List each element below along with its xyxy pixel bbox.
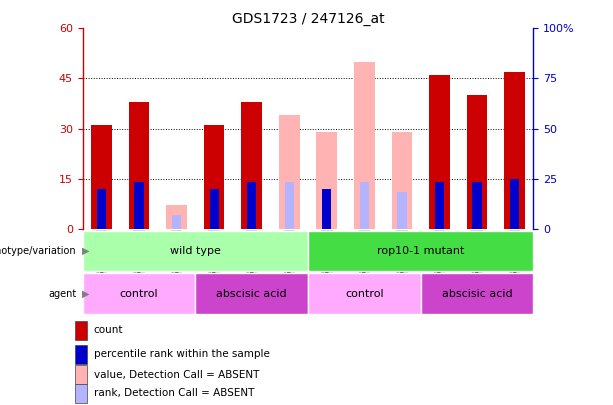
Bar bbox=[75, 365, 86, 384]
Bar bbox=[75, 321, 86, 340]
Title: GDS1723 / 247126_at: GDS1723 / 247126_at bbox=[232, 12, 384, 26]
Bar bbox=[129, 102, 150, 229]
Bar bbox=[322, 189, 332, 229]
Bar bbox=[83, 231, 308, 271]
Bar bbox=[308, 273, 421, 314]
Text: abscisic acid: abscisic acid bbox=[216, 289, 287, 298]
Bar bbox=[279, 115, 300, 229]
Bar bbox=[392, 132, 412, 229]
Text: ▶: ▶ bbox=[82, 289, 89, 298]
Bar bbox=[473, 182, 482, 229]
Bar bbox=[134, 182, 143, 229]
Bar bbox=[91, 125, 112, 229]
Bar bbox=[429, 75, 450, 229]
Bar bbox=[435, 182, 444, 229]
Bar bbox=[504, 72, 525, 229]
Text: count: count bbox=[94, 325, 123, 335]
Bar bbox=[172, 215, 181, 229]
Text: genotype/variation: genotype/variation bbox=[0, 246, 77, 256]
Text: wild type: wild type bbox=[170, 246, 221, 256]
Text: agent: agent bbox=[48, 289, 77, 298]
Text: ▶: ▶ bbox=[82, 246, 89, 256]
Bar bbox=[284, 182, 294, 229]
Bar bbox=[166, 205, 187, 229]
Bar bbox=[196, 273, 308, 314]
Bar bbox=[510, 179, 519, 229]
Bar bbox=[210, 189, 219, 229]
Bar bbox=[421, 273, 533, 314]
Text: abscisic acid: abscisic acid bbox=[442, 289, 512, 298]
Text: rop10-1 mutant: rop10-1 mutant bbox=[377, 246, 465, 256]
Bar bbox=[75, 345, 86, 364]
Bar bbox=[316, 132, 337, 229]
Bar bbox=[466, 95, 487, 229]
Bar bbox=[354, 62, 375, 229]
Bar bbox=[97, 189, 106, 229]
Bar bbox=[308, 231, 533, 271]
Text: rank, Detection Call = ABSENT: rank, Detection Call = ABSENT bbox=[94, 388, 254, 398]
Bar bbox=[247, 182, 256, 229]
Bar bbox=[360, 182, 369, 229]
Bar bbox=[397, 192, 406, 229]
Bar bbox=[83, 273, 196, 314]
Text: control: control bbox=[345, 289, 384, 298]
Bar bbox=[242, 102, 262, 229]
Bar bbox=[397, 192, 406, 229]
Text: control: control bbox=[120, 289, 158, 298]
Bar bbox=[75, 384, 86, 403]
Text: value, Detection Call = ABSENT: value, Detection Call = ABSENT bbox=[94, 370, 259, 379]
Bar bbox=[204, 125, 224, 229]
Text: percentile rank within the sample: percentile rank within the sample bbox=[94, 349, 270, 359]
